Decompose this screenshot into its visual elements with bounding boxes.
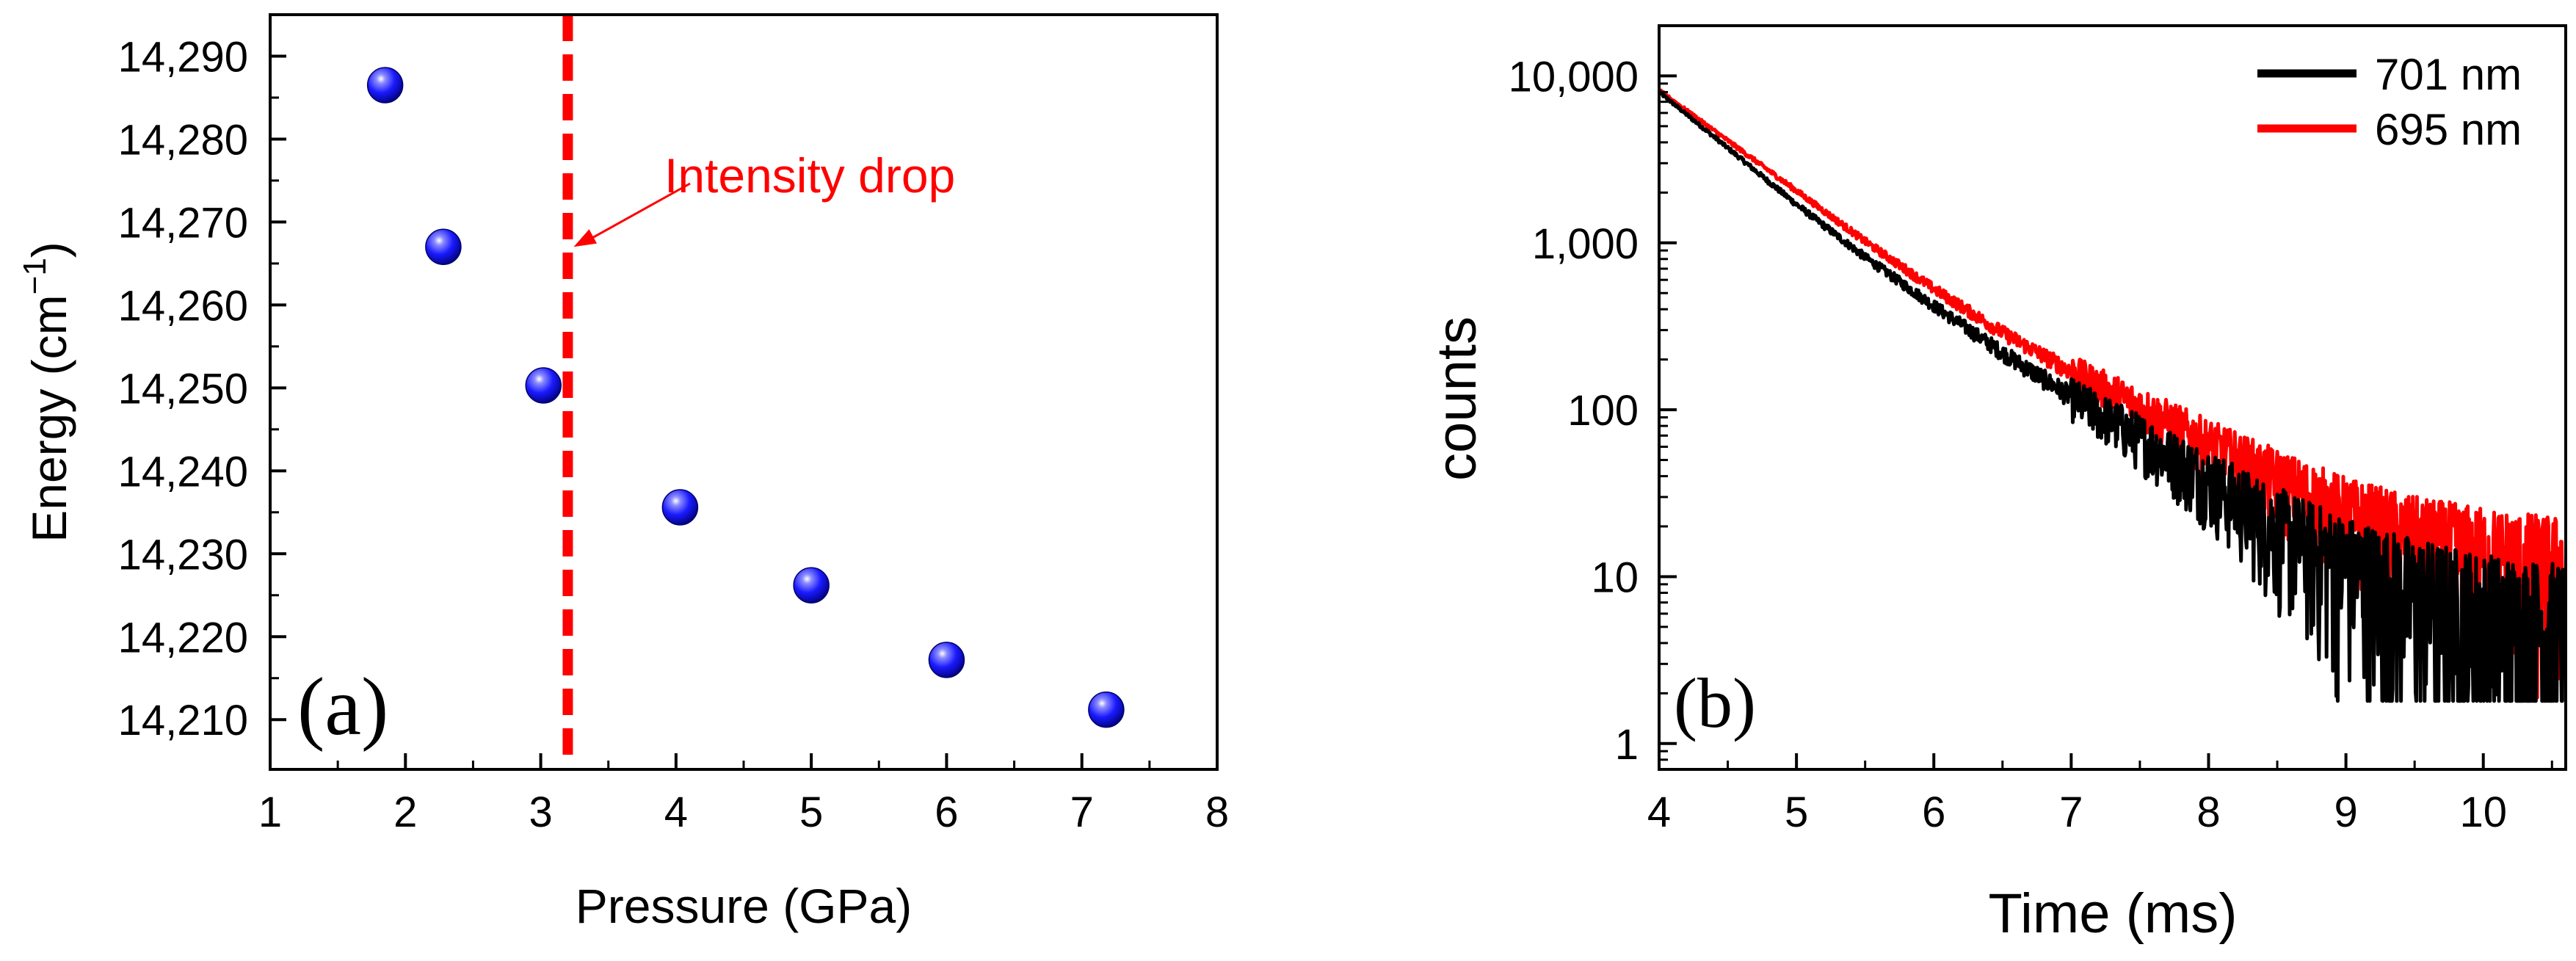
chart-a-points [366,67,1125,728]
data-point [793,567,830,603]
series-701-nm [1659,90,2565,703]
y-tick-label: 14,290 [118,33,248,81]
chart-b-x-ticks: 4 5 6 7 8 9 10 [1647,753,2553,836]
chart-b-y-axis-label: counts [1426,316,1488,481]
legend-label-695-nm: 695 nm [2375,105,2522,154]
data-point [366,67,404,104]
y-tick-label: 14,210 [118,697,248,744]
y-tick-label: 1,000 [1532,220,1639,268]
x-tick-label: 8 [2196,788,2220,836]
y-tick-label: 14,250 [118,365,248,413]
y-label-main: Energy (cm [22,294,76,542]
x-tick-label: 6 [1922,788,1945,836]
chart-a-plot [366,15,1125,769]
chart-b-y-ticks: 1 10 100 1,000 10,000 [1509,24,1677,769]
data-point [425,228,462,266]
annotation-arrowhead [573,229,598,247]
x-tick-label: 8 [1205,788,1229,836]
x-tick-label: 9 [2334,788,2357,836]
y-tick-label: 10,000 [1509,53,1639,101]
data-point [1088,691,1125,728]
chart-a-y-axis-label: Energy (cm−1) [17,242,76,543]
annotation-intensity-drop: Intensity drop [664,148,955,203]
chart-b: 4 5 6 7 8 9 10 1 10 100 1,000 10,000 701 nm 695 nm… [1426,24,2567,945]
y-tick-label: 100 [1567,387,1639,435]
chart-a-y-ticks: 14,210 14,220 14,230 14,240 14,250 14,260 14,2… [118,33,286,744]
chart-b-plot [1659,88,2565,703]
y-tick-label: 14,240 [118,448,248,496]
chart-b-frame [1658,24,2567,771]
x-tick-label: 10 [2459,788,2507,836]
y-tick-label: 10 [1591,554,1639,601]
x-tick-label: 2 [393,788,417,836]
y-label-close: ) [22,242,76,258]
y-tick-label: 14,220 [118,614,248,661]
x-tick-label: 1 [258,788,282,836]
data-point [661,489,699,526]
chart-a-frame [269,13,1219,771]
x-tick-label: 4 [664,788,688,836]
data-point [525,367,562,404]
x-tick-label: 4 [1647,788,1671,836]
y-tick-label: 1 [1615,721,1639,769]
x-tick-label: 7 [1070,788,1094,836]
y-label-sup: −1 [17,258,53,294]
data-point [928,642,965,678]
x-tick-label: 6 [935,788,958,836]
x-tick-label: 3 [529,788,552,836]
annotation-arrow [583,182,691,244]
y-tick-label: 14,260 [118,282,248,330]
legend-label-701-nm: 701 nm [2375,50,2522,99]
chart-a-panel-label: (a) [297,661,388,753]
x-tick-label: 5 [1785,788,1808,836]
x-tick-label: 7 [2059,788,2083,836]
y-tick-label: 14,280 [118,116,248,164]
chart-a-x-axis-label: Pressure (GPa) [576,879,912,933]
chart-b-x-axis-label: Time (ms) [1988,882,2237,945]
chart-b-legend: 701 nm 695 nm [2257,50,2522,154]
x-tick-label: 5 [799,788,823,836]
y-tick-label: 14,270 [118,199,248,247]
y-tick-label: 14,230 [118,531,248,579]
chart-a-x-ticks: 1 2 3 4 5 6 7 8 [258,753,1229,836]
chart-b-panel-label: (b) [1674,664,1756,742]
